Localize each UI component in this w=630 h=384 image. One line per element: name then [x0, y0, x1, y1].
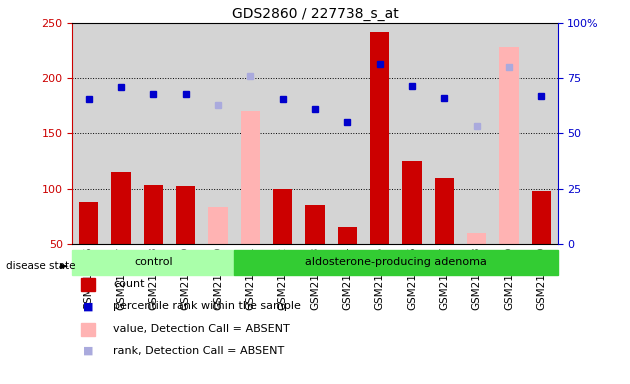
Bar	[396, 23, 428, 244]
Bar	[105, 23, 137, 244]
Bar	[169, 23, 202, 244]
Bar	[364, 23, 396, 244]
Bar	[79, 202, 98, 244]
Bar	[467, 233, 486, 244]
Bar	[403, 161, 421, 244]
Bar	[273, 189, 292, 244]
Bar	[234, 250, 558, 275]
Bar	[202, 23, 234, 244]
Bar	[299, 23, 331, 244]
Text: percentile rank within the sample: percentile rank within the sample	[113, 301, 301, 311]
Text: ■: ■	[83, 346, 93, 356]
Text: disease state: disease state	[6, 261, 76, 271]
Bar	[306, 205, 324, 244]
Title: GDS2860 / 227738_s_at: GDS2860 / 227738_s_at	[232, 7, 398, 21]
Bar	[428, 23, 461, 244]
Bar	[331, 23, 364, 244]
Bar	[144, 185, 163, 244]
Bar	[112, 172, 130, 244]
Bar	[338, 227, 357, 244]
Text: ►: ►	[60, 261, 68, 271]
Bar	[435, 178, 454, 244]
Text: aldosterone-producing adenoma: aldosterone-producing adenoma	[305, 257, 487, 267]
Bar	[72, 23, 105, 244]
Bar	[209, 207, 227, 244]
Text: control: control	[134, 257, 173, 267]
Bar	[370, 32, 389, 244]
Bar	[461, 23, 493, 244]
Bar	[266, 23, 299, 244]
Bar	[493, 23, 525, 244]
Bar	[234, 23, 266, 244]
Text: ■: ■	[83, 301, 93, 311]
Bar	[532, 191, 551, 244]
Bar	[137, 23, 169, 244]
Text: value, Detection Call = ABSENT: value, Detection Call = ABSENT	[113, 324, 290, 334]
Bar	[241, 111, 260, 244]
Bar	[176, 187, 195, 244]
Bar	[500, 47, 518, 244]
Bar	[72, 250, 234, 275]
Bar	[525, 23, 558, 244]
Text: count: count	[113, 279, 145, 289]
Text: rank, Detection Call = ABSENT: rank, Detection Call = ABSENT	[113, 346, 285, 356]
